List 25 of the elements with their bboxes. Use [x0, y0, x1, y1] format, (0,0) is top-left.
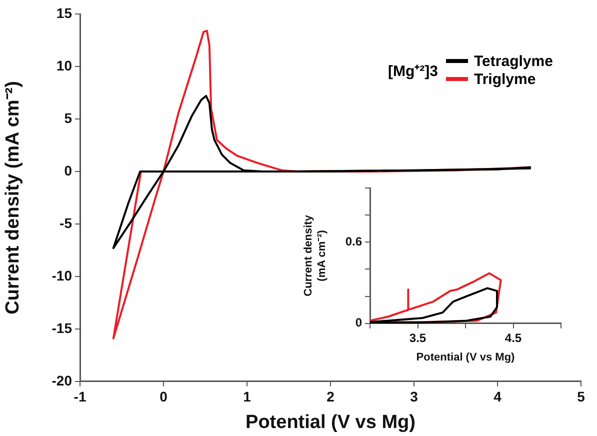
legend-title: [Mg⁺²]3	[388, 62, 438, 80]
x-tick-label: 1	[243, 388, 252, 405]
x-tick-label: 3	[410, 388, 418, 405]
y-axis-title: Current density (mA cm⁻²)	[2, 81, 24, 314]
x-tick-label: -1	[74, 388, 86, 405]
y-axis-title: Current density (mA cm⁻²)	[302, 214, 328, 296]
y-tick-label: 10	[56, 57, 72, 74]
y-tick-label: 15	[56, 4, 72, 21]
x-tick-label: 0	[160, 388, 168, 405]
y-tick-label: -20	[52, 372, 72, 388]
legend-label: Triglyme	[474, 70, 536, 88]
y-tick-label: 0.6	[345, 234, 362, 248]
x-axis-title: Potential (V vs Mg)	[246, 412, 416, 433]
x-tick-label: 5	[577, 388, 586, 405]
legend-label: Tetraglyme	[474, 52, 553, 70]
y-tick-label: -10	[52, 267, 72, 284]
y-tick-label: 5	[64, 110, 72, 126]
y-tick-label: -15	[52, 320, 72, 336]
x-tick-label: 4.5	[504, 330, 522, 345]
x-tick-label: 4	[494, 388, 502, 405]
x-axis-title: Potential (V vs Mg)	[416, 351, 516, 364]
x-tick-label: 3.5	[409, 330, 426, 345]
x-tick-label: 2	[326, 388, 335, 405]
y-tick-label: -5	[60, 214, 72, 231]
y-tick-label: 0	[64, 162, 72, 178]
